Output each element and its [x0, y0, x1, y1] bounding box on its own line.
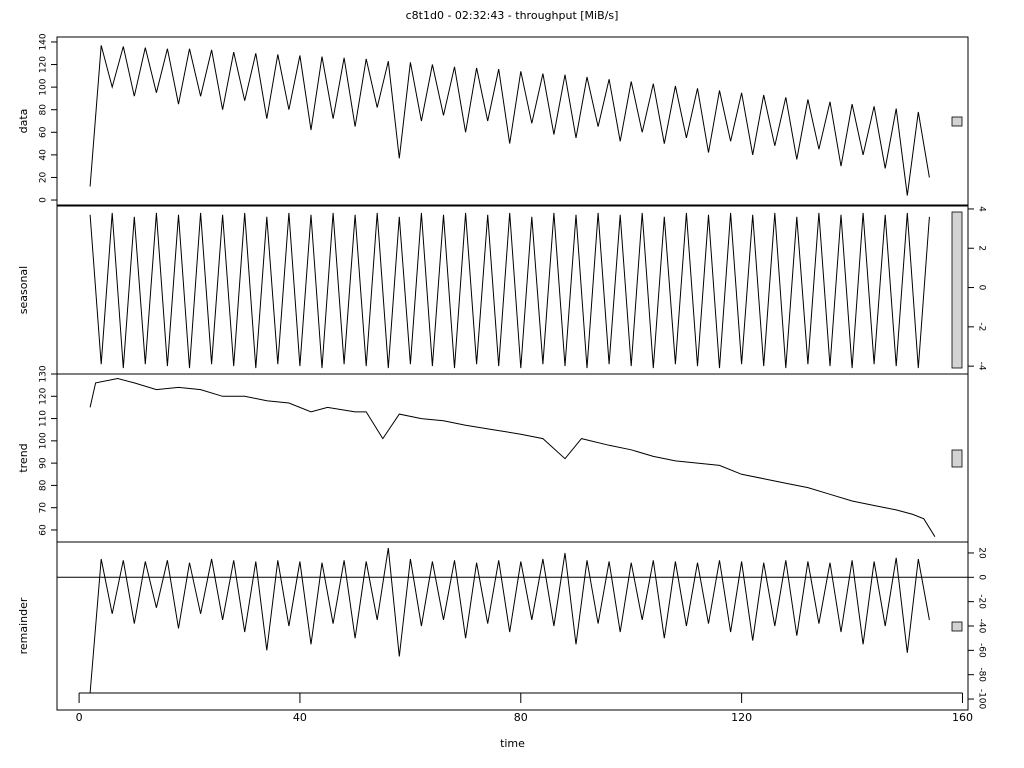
x-axis-label: time — [500, 737, 525, 750]
y-tick-label: 100 — [39, 432, 49, 449]
x-tick-label: 120 — [731, 711, 752, 724]
y-tick-label: 130 — [39, 365, 49, 382]
y-tick-label: 80 — [39, 479, 49, 491]
y-axis-label: seasonal — [17, 266, 30, 314]
y-tick-label: -40 — [977, 619, 987, 634]
y-tick-label: 120 — [39, 387, 49, 404]
y-tick-label: 70 — [39, 502, 49, 514]
y-tick-label: 20 — [39, 171, 49, 183]
series-line — [89, 45, 930, 196]
y-axis-label: remainder — [17, 597, 30, 654]
x-tick-label: 0 — [76, 711, 83, 724]
panel-frame — [56, 373, 969, 543]
y-tick-label: -80 — [977, 667, 987, 682]
y-tick-label: -20 — [977, 594, 987, 609]
y-tick-label: 0 — [977, 285, 987, 291]
y-tick-label: -100 — [977, 689, 987, 710]
y-tick-label: 60 — [39, 524, 49, 536]
y-axis-label: trend — [17, 443, 30, 472]
y-axis-label: data — [17, 109, 30, 134]
y-tick-label: 0 — [977, 574, 987, 580]
y-tick-label: 4 — [977, 206, 987, 212]
scale-bar — [951, 449, 963, 468]
series-line — [89, 377, 936, 537]
y-tick-label: 60 — [39, 126, 49, 138]
chart-title: c8t1d0 - 02:32:43 - throughput [MiB/s] — [406, 9, 619, 22]
y-tick-label: 100 — [39, 78, 49, 95]
y-tick-label: 0 — [39, 197, 49, 203]
x-tick-label: 40 — [293, 711, 307, 724]
x-tick-label: 160 — [952, 711, 973, 724]
scale-bar — [951, 621, 963, 632]
x-tick-label: 80 — [514, 711, 528, 724]
y-tick-label: 2 — [977, 245, 987, 251]
y-tick-label: -2 — [977, 322, 987, 331]
series-line — [89, 212, 930, 369]
y-tick-label: 40 — [39, 149, 49, 161]
y-tick-label: -60 — [977, 643, 987, 658]
y-tick-label: 20 — [977, 547, 987, 559]
y-tick-label: 140 — [39, 33, 49, 50]
series-line — [89, 548, 930, 694]
panel-frame — [56, 541, 969, 711]
scale-bar — [951, 116, 963, 127]
y-tick-label: 120 — [39, 56, 49, 73]
y-tick-label: 90 — [39, 457, 49, 469]
y-tick-label: 110 — [39, 410, 49, 427]
panel-frame — [56, 36, 969, 206]
y-tick-label: -4 — [977, 362, 987, 371]
scale-bar — [951, 211, 963, 369]
y-tick-label: 80 — [39, 104, 49, 116]
